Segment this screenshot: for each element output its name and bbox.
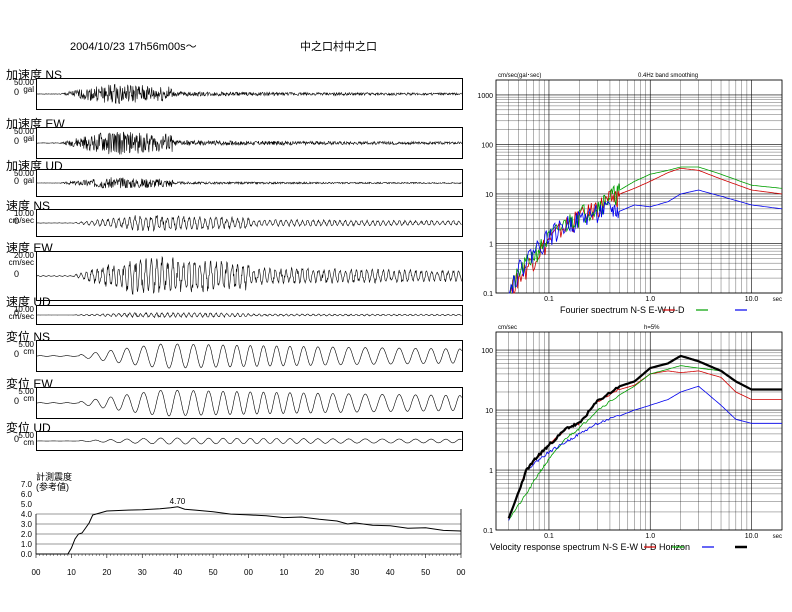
trace-zero: 0 [14,269,20,279]
y-tick-label: 0.1 [483,291,493,298]
x-tick-label: 20 [315,568,324,577]
y-axis-unit: cm/sec(gal･sec) [498,73,541,79]
trace-scale: 5.00 [18,340,34,349]
trace-zero: 0 [14,176,20,186]
legend-text: Velocity response spectrum N-S E-W U-D H… [490,542,690,552]
x-tick-label: 50 [209,568,218,577]
y-tick-label: 3.0 [21,520,33,529]
x-tick-label: 0.1 [544,533,554,540]
y-tick-label: 100 [481,142,493,149]
x-tick-label: 00 [457,568,466,577]
x-axis-unit: sec [773,297,782,303]
waveform-trace [36,127,463,159]
legend-text: Fourier spectrum N-S E-W U-D [560,305,685,313]
trace-scale: 10.00 [13,209,34,218]
trace-scale: 50.00 [13,78,34,87]
trace-unit: cm/sec [8,216,34,225]
x-tick-label: 10.0 [745,296,759,303]
x-tick-label: 50 [421,568,430,577]
x-tick-label: 1.0 [645,533,655,540]
waveform-trace [36,169,463,197]
y-tick-label: 1 [489,241,493,248]
chart-title: 計測震度 [36,471,72,482]
x-tick-label: 10 [279,568,288,577]
y-tick-label: 2.0 [21,530,33,539]
seismic-intensity-chart: 0.01.02.03.04.05.06.07.0 00 10 20 30 40 50 00 10… [21,471,466,577]
trace-unit: cm [23,438,34,447]
trace-scale: 50.00 [13,169,34,178]
x-tick-label: 00 [32,568,41,577]
x-tick-label: 00 [244,568,253,577]
trace-zero: 0 [14,308,20,318]
x-tick-label: 10 [67,568,76,577]
record-datetime: 2004/10/23 17h56m00s～ [70,41,197,53]
trace-zero: 0 [14,87,20,97]
trace-scale: 20.00 [13,251,34,260]
trace-scale: 5.00 [18,431,34,440]
y-tick-label: 5.0 [21,500,33,509]
series-n-s [508,167,783,294]
trace-zero: 0 [14,434,20,444]
station-name: 中之口村中之口 [300,41,377,53]
y-tick-label: 1000 [477,93,493,100]
intensity-series [36,506,462,555]
series-u-d [508,189,783,294]
fourier-spectrum-chart: 0.1 1 10 100 1000 0.1 1.0 10.0 sec cm/sec(gal･sec… [477,73,783,313]
trace-unit: cm [23,394,34,403]
waveform-trace [36,340,463,372]
series-e-w [508,166,783,294]
trace-unit: cm [23,347,34,356]
trace-zero: 0 [14,216,20,226]
trace-zero: 0 [14,396,20,406]
y-tick-label: 6.0 [21,490,33,499]
x-tick-label: 20 [102,568,111,577]
trace-unit: cm/sec [8,312,34,321]
y-tick-label: 0.1 [483,528,493,535]
y-tick-label: 10 [485,192,493,199]
trace-unit: gal [23,176,34,185]
y-axis-unit: cm/sec [498,325,517,331]
waveform-trace [36,251,463,301]
y-tick-label: 10 [485,408,493,415]
waveform-trace [36,305,463,325]
series-horizon [507,354,782,519]
chart-title: (参考値) [36,481,69,492]
trace-zero: 0 [14,136,20,146]
y-tick-label: 1 [489,468,493,475]
y-tick-label: 0.0 [21,550,33,559]
y-tick-label: 7.0 [21,480,33,489]
x-tick-label: 1.0 [645,296,655,303]
chart-title: 0.4Hz band smoothing [638,73,698,79]
x-tick-label: 10.0 [745,533,759,540]
peak-label: 4.70 [170,497,186,506]
x-tick-label: 0.1 [544,296,554,303]
trace-scale: 10.00 [13,305,34,314]
series-u-d [508,385,782,521]
x-tick-label: 30 [138,568,147,577]
plot-area [495,331,783,531]
x-tick-label: 40 [173,568,182,577]
x-axis-unit: sec [773,534,782,540]
trace-scale: 5.00 [18,387,34,396]
trace-unit: gal [23,134,34,143]
waveform-trace [36,387,463,419]
trace-unit: gal [23,85,34,94]
waveform-trace [36,209,463,237]
waveform-trace [36,431,463,451]
response-spectrum-chart: 0.1 1 10 100 0.1 1.0 10.0 sec cm/sec h=5% Velocity… [481,325,783,552]
y-tick-label: 1.0 [21,540,33,549]
trace-zero: 0 [14,349,20,359]
chart-title: h=5% [644,325,660,331]
trace-unit: cm/sec [8,258,34,267]
x-tick-label: 40 [386,568,395,577]
x-tick-label: 30 [350,568,359,577]
y-tick-label: 4.0 [21,510,33,519]
trace-scale: 50.00 [13,127,34,136]
waveform-trace [36,78,463,110]
y-tick-label: 100 [481,348,493,355]
